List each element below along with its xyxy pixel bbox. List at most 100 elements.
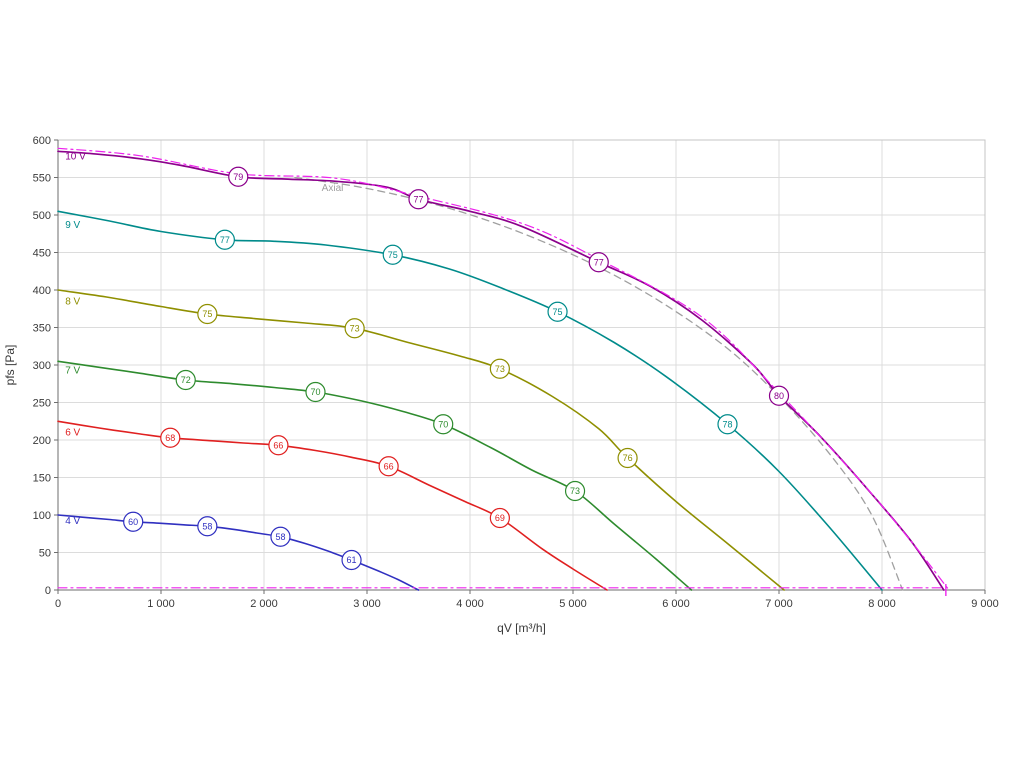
series-label-7v: 7 V bbox=[65, 365, 80, 376]
efficiency-badge: 73 bbox=[564, 480, 586, 502]
y-axis-title: pfs [Pa] bbox=[3, 345, 17, 386]
curve-8v bbox=[57, 289, 785, 591]
efficiency-badge: 77 bbox=[214, 229, 235, 250]
efficiency-badge: 66 bbox=[378, 456, 399, 477]
x-tick-label: 1 000 bbox=[147, 598, 175, 610]
efficiency-badge: 68 bbox=[160, 427, 181, 448]
y-tick-label: 250 bbox=[33, 398, 51, 410]
efficiency-badge-circle bbox=[341, 549, 362, 571]
efficiency-badge: 69 bbox=[489, 507, 510, 529]
efficiency-badge: 79 bbox=[228, 166, 249, 187]
series-label-9v: 9 V bbox=[65, 220, 80, 231]
efficiency-badge: 78 bbox=[717, 414, 738, 435]
efficiency-badge-circle bbox=[433, 414, 454, 435]
y-tick-label: 0 bbox=[45, 585, 51, 597]
efficiency-badge-value: 68 bbox=[165, 433, 175, 443]
efficiency-badge-value: 70 bbox=[438, 419, 448, 429]
curve-4v bbox=[57, 514, 420, 591]
efficiency-badge-value: 80 bbox=[774, 391, 784, 401]
x-axis-title: qV [m³/h] bbox=[497, 621, 546, 635]
x-tick-label: 0 bbox=[55, 598, 61, 610]
curve-7v bbox=[57, 360, 693, 591]
y-tick-label: 200 bbox=[33, 435, 51, 447]
efficiency-badge-value: 75 bbox=[553, 307, 563, 317]
efficiency-badge-value: 73 bbox=[570, 486, 580, 496]
efficiency-badge-circle bbox=[378, 456, 399, 477]
y-tick-label: 350 bbox=[33, 323, 51, 335]
efficiency-badge-circle bbox=[768, 385, 790, 406]
series-label-10v: 10 V bbox=[65, 152, 86, 163]
y-tick-label: 600 bbox=[33, 135, 51, 147]
efficiency-badge-value: 66 bbox=[384, 461, 394, 471]
efficiency-badge-circle bbox=[197, 303, 218, 325]
efficiency-badge-value: 61 bbox=[347, 555, 357, 565]
efficiency-badge-value: 60 bbox=[128, 517, 138, 527]
efficiency-badge-value: 69 bbox=[495, 513, 505, 523]
series-label-8v: 8 V bbox=[65, 296, 80, 307]
x-tick-label: 8 000 bbox=[868, 598, 896, 610]
efficiency-badge-value: 58 bbox=[202, 521, 212, 531]
efficiency-badge: 60 bbox=[123, 511, 144, 532]
efficiency-badge-circle bbox=[344, 318, 365, 339]
x-tick-label: 7 000 bbox=[765, 598, 793, 610]
curve-6v bbox=[57, 420, 608, 591]
efficiency-badge: 70 bbox=[433, 414, 454, 435]
efficiency-badge-circle bbox=[489, 507, 510, 529]
efficiency-badge-circle bbox=[123, 511, 144, 532]
efficiency-badge: 61 bbox=[341, 549, 362, 571]
x-tick-label: 6 000 bbox=[662, 598, 690, 610]
efficiency-badge-circle bbox=[305, 381, 326, 403]
y-tick-label: 400 bbox=[33, 285, 51, 297]
efficiency-badge-circle bbox=[564, 480, 586, 502]
efficiency-badge-circle bbox=[382, 244, 403, 265]
efficiency-badge-value: 75 bbox=[202, 309, 212, 319]
x-tick-label: 4 000 bbox=[456, 598, 484, 610]
series-label-4v: 4 V bbox=[65, 516, 80, 527]
efficiency-badge: 66 bbox=[268, 435, 289, 456]
efficiency-badge-value: 66 bbox=[273, 440, 283, 450]
efficiency-badge-value: 72 bbox=[181, 375, 191, 385]
efficiency-badge-circle bbox=[197, 516, 218, 537]
efficiency-badge-value: 70 bbox=[310, 387, 320, 397]
efficiency-badge-value: 77 bbox=[594, 257, 604, 267]
efficiency-badge: 73 bbox=[489, 358, 510, 379]
efficiency-badge-circle bbox=[270, 526, 291, 547]
efficiency-badge: 72 bbox=[175, 369, 196, 391]
series-label-axial-limit: Axial bbox=[322, 183, 344, 194]
series-label-6v: 6 V bbox=[65, 428, 80, 439]
y-tick-label: 50 bbox=[39, 548, 51, 560]
curve-9v bbox=[57, 210, 883, 591]
efficiency-badge-circle bbox=[717, 414, 738, 435]
x-tick-label: 2 000 bbox=[250, 598, 278, 610]
efficiency-badge-value: 76 bbox=[623, 453, 633, 463]
x-tick-label: 3 000 bbox=[353, 598, 381, 610]
efficiency-badge: 58 bbox=[270, 526, 291, 547]
efficiency-badge: 77 bbox=[588, 252, 609, 273]
efficiency-badge-value: 58 bbox=[275, 532, 285, 542]
efficiency-badge-circle bbox=[408, 189, 429, 210]
y-tick-label: 150 bbox=[33, 473, 51, 485]
y-tick-label: 300 bbox=[33, 360, 51, 372]
efficiency-badge-circle bbox=[214, 229, 235, 250]
efficiency-badge: 77 bbox=[408, 189, 429, 210]
efficiency-badge: 73 bbox=[344, 318, 365, 339]
x-tick-label: 5 000 bbox=[559, 598, 587, 610]
efficiency-badge-value: 77 bbox=[220, 235, 230, 245]
efficiency-badge-circle bbox=[617, 447, 638, 469]
efficiency-badge-circle bbox=[588, 252, 609, 273]
efficiency-badge-circle bbox=[228, 166, 249, 187]
efficiency-badge-circle bbox=[175, 369, 196, 391]
efficiency-badge-value: 73 bbox=[495, 364, 505, 374]
efficiency-badge-circle bbox=[489, 358, 510, 379]
efficiency-badge-value: 79 bbox=[233, 172, 243, 182]
efficiency-badge-value: 78 bbox=[722, 419, 732, 429]
curve-axial-limit bbox=[294, 176, 904, 591]
efficiency-badge: 75 bbox=[547, 301, 568, 322]
efficiency-badge-circle bbox=[268, 435, 289, 456]
efficiency-badge-value: 75 bbox=[388, 250, 398, 260]
efficiency-badge: 70 bbox=[305, 381, 326, 403]
x-tick-label: 9 000 bbox=[971, 598, 999, 610]
efficiency-badge-circle bbox=[547, 301, 568, 322]
